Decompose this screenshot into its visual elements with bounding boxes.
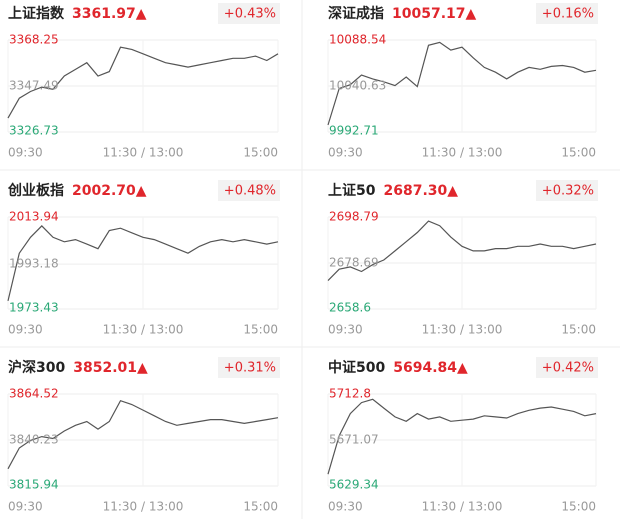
price-line xyxy=(7,399,279,470)
y-tick-label: 2013.94 xyxy=(9,210,59,224)
index-name: 沪深300 xyxy=(8,359,65,376)
price-line xyxy=(7,46,279,119)
price-line xyxy=(327,398,597,475)
x-tick-label: 15:00 xyxy=(561,500,596,514)
price-line xyxy=(7,225,279,302)
index-change: +0.48% xyxy=(224,184,276,199)
index-change: +0.16% xyxy=(542,7,594,22)
x-tick-label: 15:00 xyxy=(561,146,596,160)
index-name: 上证50 xyxy=(328,183,376,199)
y-tick-label: 5629.34 xyxy=(329,478,379,492)
x-tick-label: 09:30 xyxy=(8,146,43,160)
y-tick-label: 3815.94 xyxy=(9,478,59,492)
index-price: 2687.30▲ xyxy=(383,183,458,199)
y-tick-label: 1993.18 xyxy=(9,257,59,271)
y-tick-label: 3840.23 xyxy=(9,433,59,447)
y-tick-label: 10040.63 xyxy=(329,78,386,92)
index-name: 深证成指 xyxy=(328,5,384,22)
x-tick-label: 15:00 xyxy=(243,500,278,514)
x-tick-label: 09:30 xyxy=(328,146,363,160)
change-badge xyxy=(536,357,598,378)
index-price: 5694.84▲ xyxy=(393,360,468,376)
change-badge xyxy=(536,180,598,201)
index-price: 3852.01▲ xyxy=(73,360,148,376)
index-price: 2002.70▲ xyxy=(72,183,147,199)
x-tick-label: 15:00 xyxy=(243,146,278,160)
y-tick-label: 2658.6 xyxy=(329,301,371,315)
x-tick-label: 15:00 xyxy=(243,323,278,337)
y-tick-label: 2678.69 xyxy=(329,256,379,270)
index-change: +0.31% xyxy=(224,361,276,376)
change-badge xyxy=(218,180,280,201)
y-tick-label: 1973.43 xyxy=(9,301,59,315)
y-tick-label: 2698.79 xyxy=(329,210,379,224)
change-badge xyxy=(218,3,280,24)
y-tick-label: 3864.52 xyxy=(9,387,59,401)
index-change: +0.32% xyxy=(542,184,594,199)
index-price: 3361.97▲ xyxy=(72,6,147,22)
x-tick-label: 09:30 xyxy=(328,323,363,337)
index-price: 10057.17▲ xyxy=(392,6,477,22)
y-tick-label: 5712.8 xyxy=(329,387,371,401)
index-name: 创业板指 xyxy=(7,182,64,199)
y-tick-label: 10088.54 xyxy=(329,33,386,47)
price-line xyxy=(327,220,597,282)
y-tick-label: 3347.49 xyxy=(9,79,59,93)
y-tick-label: 3326.73 xyxy=(9,124,59,138)
index-name: 上证指数 xyxy=(8,5,65,22)
change-badge xyxy=(536,3,598,24)
x-tick-label: 15:00 xyxy=(561,323,596,337)
index-name: 中证500 xyxy=(328,359,385,376)
x-tick-label: 11:30 / 13:00 xyxy=(422,323,503,337)
x-tick-label: 09:30 xyxy=(8,500,43,514)
y-tick-label: 5671.07 xyxy=(329,433,379,447)
y-tick-label: 9992.71 xyxy=(329,124,379,138)
x-tick-label: 11:30 / 13:00 xyxy=(422,146,503,160)
change-badge xyxy=(218,357,280,378)
index-change: +0.43% xyxy=(224,7,276,22)
x-tick-label: 11:30 / 13:00 xyxy=(422,500,503,514)
y-tick-label: 3368.25 xyxy=(9,33,59,47)
price-line xyxy=(327,41,597,126)
x-tick-label: 11:30 / 13:00 xyxy=(103,146,184,160)
x-tick-label: 11:30 / 13:00 xyxy=(103,323,184,337)
x-tick-label: 09:30 xyxy=(8,323,43,337)
x-tick-label: 09:30 xyxy=(328,500,363,514)
x-tick-label: 11:30 / 13:00 xyxy=(103,500,184,514)
index-change: +0.42% xyxy=(542,361,594,376)
